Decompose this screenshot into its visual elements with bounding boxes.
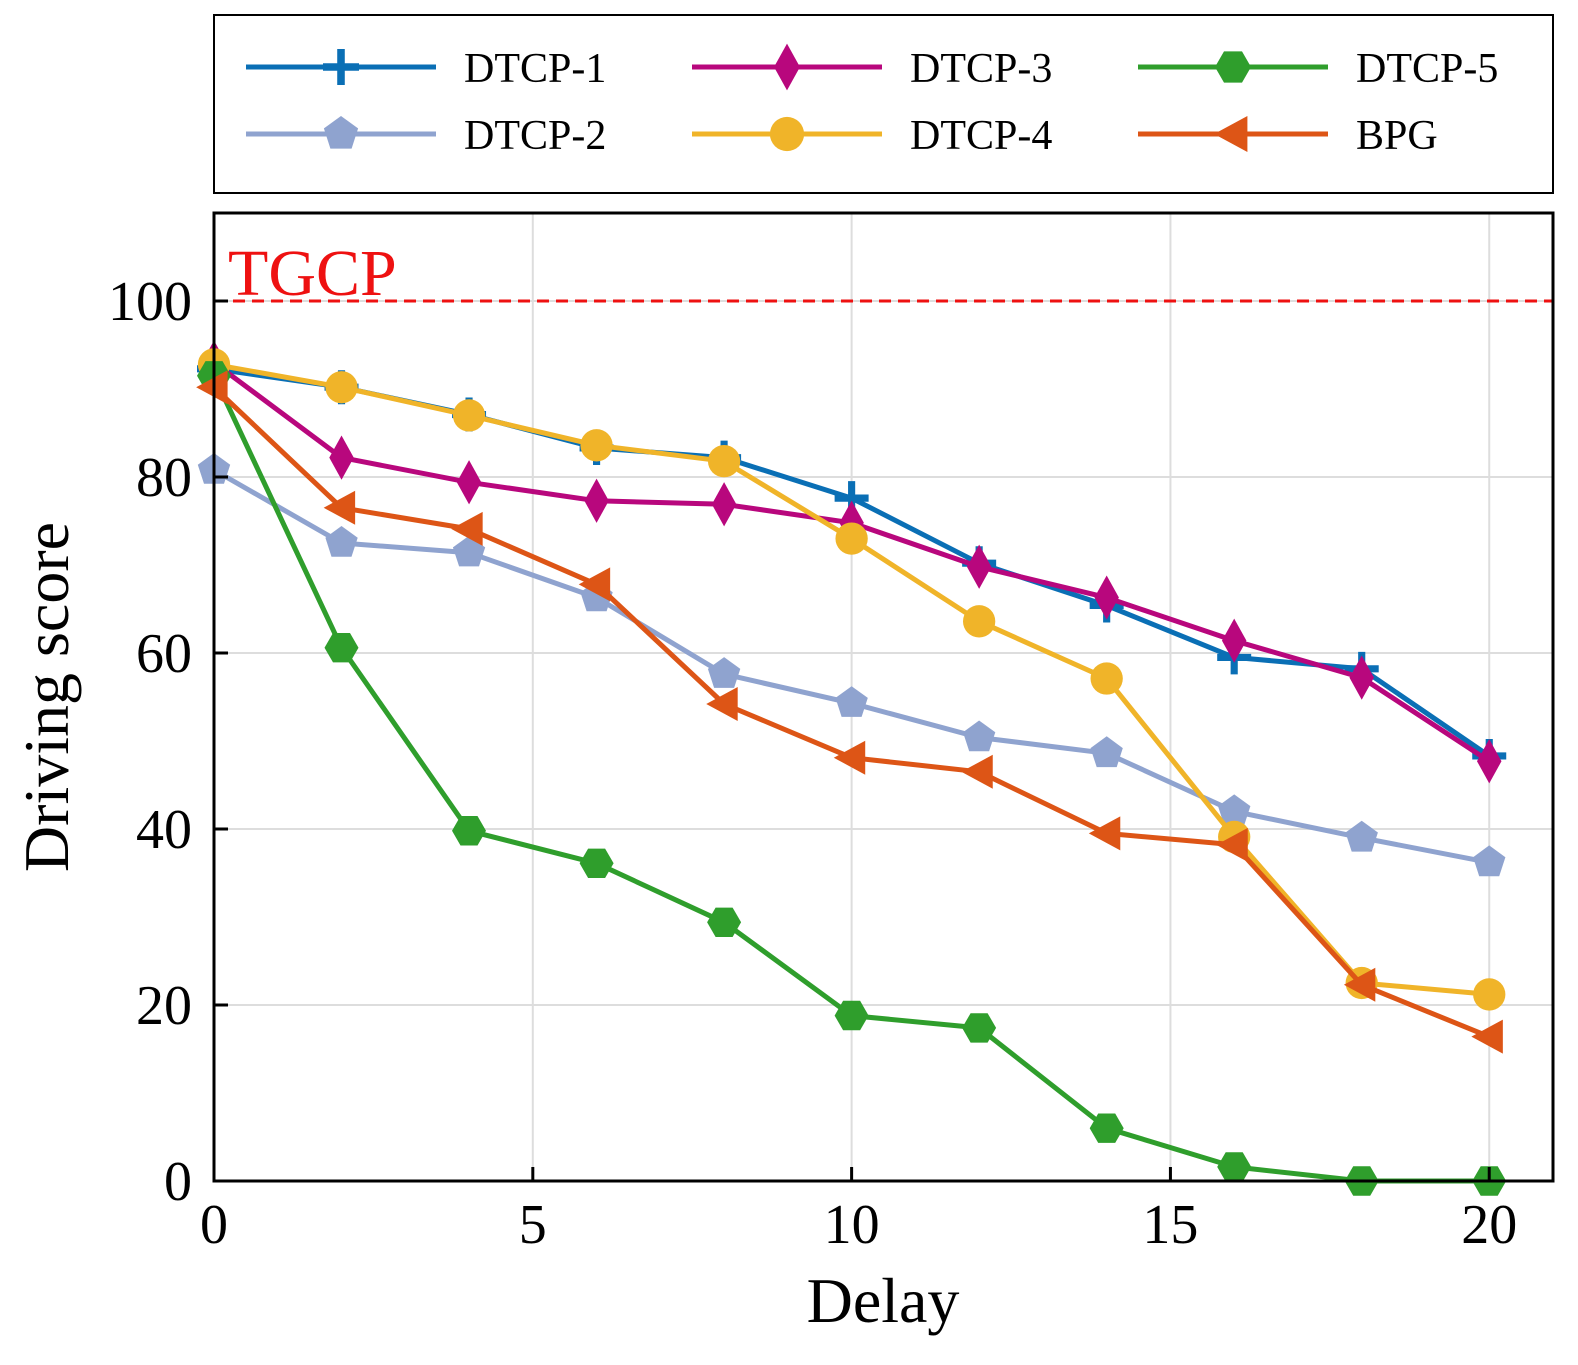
x-tick-label: 0: [200, 1194, 228, 1256]
data-point-bpg: [1471, 1019, 1503, 1054]
legend-frame: [213, 14, 1554, 194]
data-point-bpg: [196, 370, 228, 405]
data-point-dtcp-3: [584, 478, 609, 523]
legend-entry-bpg: BPG: [1138, 113, 1438, 159]
data-point-dtcp-2: [835, 686, 868, 717]
data-point-dtcp-5: [962, 1013, 997, 1043]
data-point-dtcp-5: [834, 1000, 869, 1031]
data-point-dtcp-3: [329, 435, 354, 480]
data-point-dtcp-4: [452, 399, 486, 432]
series-bpg: [196, 370, 1503, 1054]
data-point-bpg: [1088, 816, 1121, 851]
data-point-dtcp-2: [963, 720, 996, 752]
x-axis-title: Delay: [807, 1265, 960, 1336]
data-point-dtcp-2: [325, 526, 358, 557]
legend-label: DTCP-4: [910, 113, 1052, 159]
data-point-dtcp-5: [452, 816, 486, 846]
y-axis-title: Driving score: [11, 522, 82, 872]
data-point-dtcp-3: [1476, 739, 1502, 784]
y-tick-label: 80: [136, 447, 192, 509]
gridlines: [214, 213, 1553, 1181]
reference-line: TGCP: [214, 237, 1553, 310]
axis-ticks: 0 5 10 15 20 0 20 40 60 80 100: [108, 271, 1517, 1256]
data-point-dtcp-5: [324, 633, 359, 663]
data-point-dtcp-2: [707, 657, 741, 688]
data-point-bpg: [706, 687, 738, 722]
data-point-dtcp-5: [1217, 1152, 1252, 1182]
legend-swatch-marker: [1214, 116, 1248, 152]
data-point-dtcp-4: [580, 429, 613, 462]
tgcp-label: TGCP: [228, 237, 397, 310]
data-point-dtcp-2: [1218, 794, 1251, 826]
data-point-dtcp-2: [1473, 845, 1506, 877]
y-tick-label: 40: [136, 799, 192, 861]
data-point-dtcp-4: [707, 445, 741, 478]
legend-entry-dtcp-3: DTCP-3: [692, 43, 1052, 92]
legend: DTCP-1 DTCP-2 DTCP-3 DTCP-4 DTCP-5 BPG: [213, 14, 1554, 194]
data-point-dtcp-2: [452, 535, 486, 567]
y-tick-label: 100: [108, 271, 192, 333]
legend-entry-dtcp-1: DTCP-1: [246, 46, 606, 92]
data-point-bpg: [961, 754, 993, 789]
series-dtcp-2: [197, 453, 1506, 877]
legend-label: DTCP-5: [1356, 46, 1498, 92]
legend-label: DTCP-1: [464, 46, 606, 92]
legend-label: DTCP-3: [910, 46, 1052, 92]
data-point-dtcp-3: [966, 544, 992, 589]
legend-swatch-marker: [769, 116, 805, 152]
legend-entry-dtcp-5: DTCP-5: [1138, 46, 1498, 92]
legend-label: DTCP-2: [464, 113, 606, 159]
data-point-bpg: [323, 490, 356, 525]
y-tick-label: 20: [136, 975, 192, 1037]
data-point-dtcp-5: [579, 848, 614, 878]
data-point-bpg: [833, 740, 866, 775]
data-point-bpg: [1216, 827, 1248, 862]
data-point-dtcp-4: [1090, 662, 1123, 695]
data-point-bpg: [1343, 967, 1376, 1002]
x-tick-label: 5: [519, 1194, 547, 1256]
data-point-bpg: [451, 511, 483, 546]
legend-swatch-marker: [323, 49, 359, 85]
data-point-bpg: [578, 567, 611, 602]
y-tick-label: 60: [136, 623, 192, 685]
x-tick-label: 20: [1461, 1194, 1517, 1256]
data-point-dtcp-5: [707, 907, 742, 937]
data-point-dtcp-3: [1349, 655, 1374, 700]
legend-entry-dtcp-4: DTCP-4: [692, 113, 1052, 159]
legend-entry-dtcp-2: DTCP-2: [246, 113, 606, 159]
data-point-dtcp-5: [1089, 1113, 1124, 1143]
data-point-dtcp-4: [325, 371, 358, 404]
x-tick-label: 10: [824, 1194, 880, 1256]
data-point-dtcp-2: [1090, 736, 1123, 768]
data-point-dtcp-3: [456, 460, 482, 505]
plot-frame: [212, 211, 1555, 1183]
legend-swatch-marker: [774, 43, 800, 91]
y-tick-label: 0: [164, 1151, 192, 1213]
data-point-dtcp-3: [1094, 575, 1119, 620]
data-point-dtcp-3: [711, 482, 737, 527]
legend-label: BPG: [1356, 113, 1438, 159]
legend-swatch-marker: [323, 116, 359, 149]
data-point-dtcp-1: [834, 481, 869, 516]
data-point-dtcp-4: [835, 522, 868, 555]
data-point-dtcp-4: [962, 605, 996, 638]
series-layer: [196, 340, 1507, 1196]
x-tick-label: 15: [1142, 1194, 1198, 1256]
legend-swatch-marker: [1215, 51, 1251, 83]
data-point-dtcp-3: [1221, 618, 1247, 663]
data-point-dtcp-2: [1345, 820, 1378, 852]
data-point-dtcp-4: [1473, 978, 1506, 1011]
